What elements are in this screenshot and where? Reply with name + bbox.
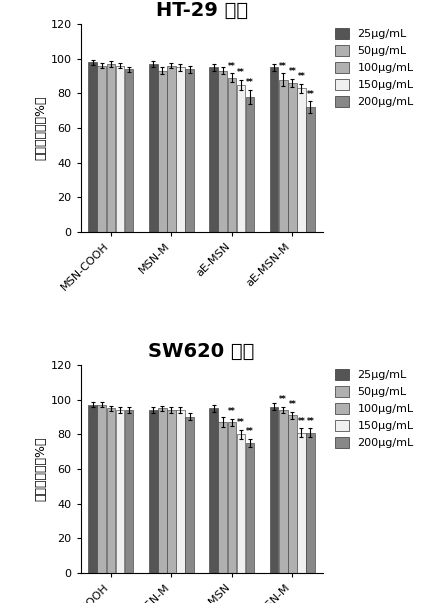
Bar — [98, 405, 106, 573]
Bar — [237, 85, 245, 232]
Bar — [116, 66, 124, 232]
Text: **: ** — [306, 417, 314, 426]
Bar — [270, 68, 279, 232]
Bar — [185, 69, 194, 232]
Text: **: ** — [280, 395, 287, 404]
Bar — [116, 410, 124, 573]
Bar — [185, 417, 194, 573]
Title: HT-29 细胞: HT-29 细胞 — [155, 1, 248, 20]
Bar — [219, 422, 227, 573]
Bar — [149, 64, 158, 232]
Text: **: ** — [289, 400, 296, 409]
Text: **: ** — [237, 418, 245, 428]
Bar — [219, 71, 227, 232]
Bar — [167, 410, 176, 573]
Bar — [176, 68, 185, 232]
Bar — [297, 432, 306, 573]
Bar — [107, 64, 115, 232]
Legend: 25μg/mL, 50μg/mL, 100μg/mL, 150μg/mL, 200μg/mL: 25μg/mL, 50μg/mL, 100μg/mL, 150μg/mL, 20… — [333, 25, 416, 109]
Bar — [279, 410, 288, 573]
Bar — [297, 88, 306, 232]
Bar — [246, 97, 254, 232]
Bar — [125, 69, 134, 232]
Text: **: ** — [306, 90, 314, 99]
Bar — [246, 443, 254, 573]
Bar — [270, 406, 279, 573]
Bar — [125, 410, 134, 573]
Title: SW620 细胞: SW620 细胞 — [148, 342, 255, 361]
Text: **: ** — [297, 417, 305, 426]
Bar — [228, 78, 236, 232]
Bar — [107, 408, 115, 573]
Bar — [176, 410, 185, 573]
Bar — [279, 80, 288, 232]
Y-axis label: 细胞存活率（%）: 细胞存活率（%） — [34, 96, 47, 160]
Bar — [306, 107, 315, 232]
Bar — [88, 62, 97, 232]
Bar — [88, 405, 97, 573]
Bar — [237, 434, 245, 573]
Bar — [209, 408, 218, 573]
Text: **: ** — [289, 67, 296, 76]
Text: **: ** — [228, 407, 236, 416]
Y-axis label: 细胞存活率（%）: 细胞存活率（%） — [34, 437, 47, 501]
Text: **: ** — [280, 62, 287, 71]
Text: **: ** — [228, 62, 236, 71]
Text: **: ** — [297, 72, 305, 81]
Bar — [158, 408, 167, 573]
Text: **: ** — [246, 78, 254, 87]
Bar — [149, 410, 158, 573]
Bar — [288, 415, 297, 573]
Text: **: ** — [246, 427, 254, 436]
Bar — [98, 66, 106, 232]
Bar — [306, 432, 315, 573]
Bar — [228, 422, 236, 573]
Bar — [158, 71, 167, 232]
Bar — [288, 83, 297, 232]
Bar — [209, 68, 218, 232]
Bar — [167, 66, 176, 232]
Legend: 25μg/mL, 50μg/mL, 100μg/mL, 150μg/mL, 200μg/mL: 25μg/mL, 50μg/mL, 100μg/mL, 150μg/mL, 20… — [333, 367, 416, 450]
Text: **: ** — [237, 68, 245, 77]
